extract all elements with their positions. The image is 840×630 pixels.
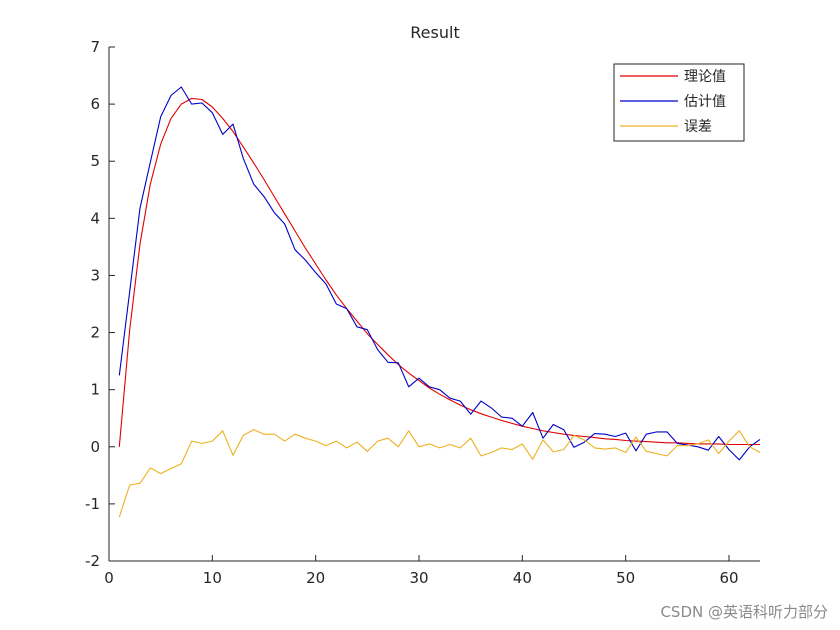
- y-tick-label: 4: [90, 209, 100, 227]
- legend-label-2: 估计值: [684, 94, 726, 110]
- legend-box: [613, 63, 745, 142]
- y-tick-label: 2: [90, 324, 100, 342]
- x-tick-label: 0: [104, 569, 114, 587]
- chart-title: Result: [410, 23, 459, 42]
- series-line-1: [118, 97, 760, 447]
- x-tick-label: 10: [203, 569, 222, 587]
- y-tick-label: 6: [90, 95, 100, 113]
- x-tick-label: 30: [409, 569, 428, 587]
- legend-label-3: 误差: [684, 119, 712, 135]
- x-tick-label: 40: [513, 569, 532, 587]
- x-tick-label: 20: [306, 569, 325, 587]
- legend-label-1: 理论值: [684, 69, 726, 85]
- x-tick-label: 50: [616, 569, 635, 587]
- y-tick-label: 0: [90, 438, 100, 456]
- series-layer: [118, 86, 761, 518]
- y-tick-label: 1: [90, 381, 100, 399]
- x-tick-label: 60: [719, 569, 738, 587]
- series-line-3: [118, 429, 761, 518]
- y-tick-label: -1: [85, 495, 100, 513]
- axes: 0 10 20 30 40 50 60 -2 -1 0 1 2 3 4 5 6 7: [85, 38, 760, 587]
- watermark: CSDN @英语科听力部分: [660, 603, 828, 621]
- y-tick-label: 3: [90, 266, 100, 284]
- series-line-2: [118, 86, 761, 461]
- y-tick-label: 5: [90, 152, 100, 170]
- y-tick-label: -2: [85, 552, 100, 570]
- y-tick-label: 7: [90, 38, 100, 56]
